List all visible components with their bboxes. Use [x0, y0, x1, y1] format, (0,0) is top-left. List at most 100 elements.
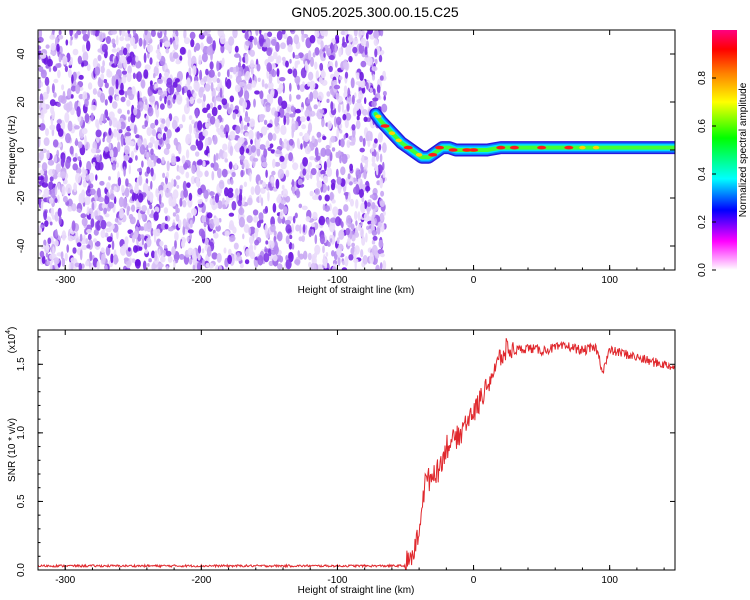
noise-blob	[331, 182, 336, 191]
noise-blob	[346, 215, 352, 224]
noise-blob	[62, 154, 66, 164]
noise-blob	[99, 92, 106, 103]
noise-blob	[239, 263, 244, 269]
noise-blob	[228, 161, 233, 170]
noise-blob	[361, 236, 366, 246]
noise-blob	[323, 258, 327, 263]
noise-blob	[149, 57, 153, 65]
noise-blob	[38, 30, 43, 39]
noise-blob	[343, 91, 348, 99]
noise-blob	[150, 30, 156, 37]
noise-blob	[168, 196, 173, 207]
noise-blob	[366, 56, 373, 66]
noise-blob	[298, 203, 303, 209]
noise-blob	[46, 85, 50, 95]
noise-blob	[58, 30, 62, 36]
noise-blob	[68, 60, 72, 66]
noise-blob	[258, 34, 265, 45]
noise-blob	[49, 34, 56, 40]
noise-blob	[281, 100, 288, 110]
noise-blob	[279, 210, 284, 220]
y-tick-label: 40	[16, 48, 27, 60]
noise-blob	[188, 257, 193, 265]
noise-blob	[93, 229, 99, 236]
noise-blob	[302, 157, 308, 167]
noise-blob	[160, 103, 165, 110]
noise-blob	[274, 161, 281, 167]
noise-blob	[54, 154, 58, 164]
noise-blob	[148, 258, 152, 263]
noise-blob	[289, 82, 292, 92]
noise-blob	[265, 105, 271, 113]
noise-blob	[213, 232, 219, 239]
noise-blob	[103, 113, 106, 125]
noise-blob	[291, 123, 296, 133]
noise-blob	[309, 91, 314, 102]
noise-blob	[80, 213, 87, 219]
noise-blob	[325, 144, 331, 150]
noise-blob	[198, 87, 204, 98]
noise-blob	[251, 80, 257, 88]
noise-blob	[98, 31, 104, 43]
noise-blob	[121, 70, 128, 75]
noise-blob	[299, 116, 306, 123]
noise-blob	[95, 129, 102, 138]
noise-blob	[212, 134, 218, 145]
noise-blob	[362, 109, 368, 116]
noise-blob	[269, 143, 274, 149]
colorbar-label: Normalized spectral amplitude	[738, 82, 749, 217]
noise-blob	[163, 72, 170, 77]
noise-blob	[259, 144, 266, 150]
noise-blob	[87, 233, 92, 241]
noise-blob	[176, 184, 180, 189]
noise-blob	[116, 162, 119, 168]
noise-blob	[164, 96, 167, 105]
noise-blob	[216, 77, 220, 84]
noise-blob	[77, 55, 83, 65]
noise-blob	[380, 253, 385, 258]
noise-blob	[348, 34, 353, 43]
noise-blob	[151, 250, 155, 259]
noise-blob	[234, 53, 241, 58]
noise-blob	[245, 70, 251, 81]
noise-blob	[337, 247, 342, 258]
noise-blob	[228, 74, 233, 79]
noise-blob	[81, 44, 86, 53]
snr-line	[38, 338, 675, 570]
noise-blob	[38, 45, 42, 51]
noise-blob	[104, 213, 110, 218]
noise-blob	[315, 155, 321, 161]
noise-blob	[234, 162, 238, 170]
noise-blob	[149, 84, 155, 91]
noise-blob	[38, 190, 42, 196]
noise-blob	[349, 163, 353, 171]
figure-title: GN05.2025.300.00.15.C25	[291, 4, 459, 20]
noise-blob	[310, 168, 317, 176]
noise-blob	[345, 191, 349, 200]
noise-blob	[314, 61, 318, 70]
noise-blob	[277, 231, 283, 242]
noise-blob	[319, 30, 326, 37]
noise-blob	[111, 163, 117, 171]
noise-blob	[350, 198, 354, 207]
noise-blob	[348, 191, 351, 203]
noise-blob	[69, 39, 73, 46]
noise-blob	[271, 170, 276, 176]
noise-blob	[131, 192, 136, 202]
noise-blob	[217, 83, 220, 92]
noise-blob	[67, 69, 72, 78]
noise-blob	[238, 216, 245, 228]
noise-blob	[334, 43, 338, 54]
noise-blob	[86, 63, 91, 72]
noise-blob	[181, 87, 185, 96]
noise-blob	[97, 54, 102, 62]
noise-blob	[382, 169, 386, 179]
noise-blob	[382, 210, 386, 216]
noise-blob	[276, 263, 283, 270]
noise-blob	[154, 119, 159, 126]
noise-blob	[100, 73, 105, 80]
noise-blob	[172, 212, 177, 217]
spectrogram-ylabel: Frequency (Hz)	[7, 116, 18, 185]
noise-blob	[216, 252, 222, 263]
